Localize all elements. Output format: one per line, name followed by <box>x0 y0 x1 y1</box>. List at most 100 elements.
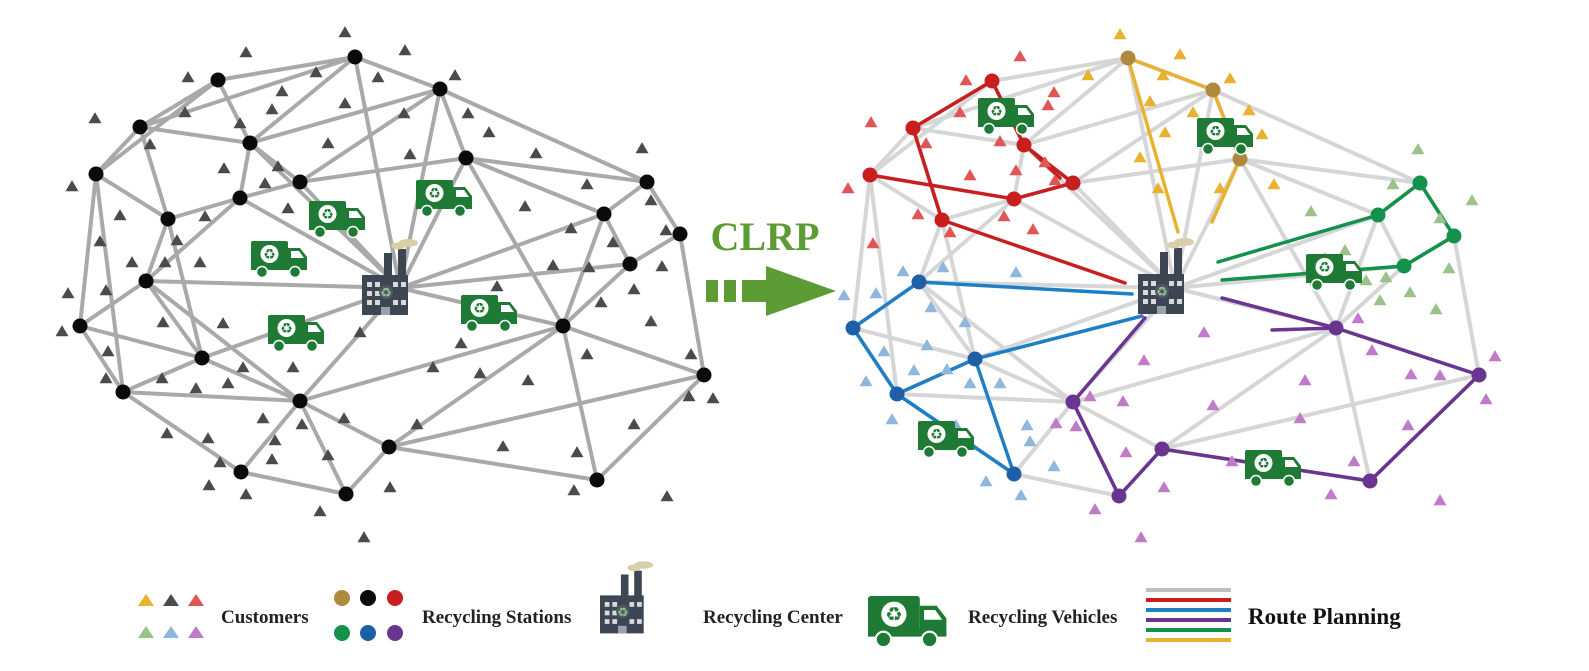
customer-triangle-icon <box>963 169 977 181</box>
customer-triangle-icon <box>684 348 698 360</box>
customer-triangle-icon <box>877 345 891 357</box>
recycling-station-node-icon <box>210 72 226 88</box>
customer-triangle-icon <box>841 182 855 194</box>
network-edge <box>1211 88 1422 185</box>
customer-triangle-icon <box>321 449 335 461</box>
customer-triangle-icon <box>88 112 102 124</box>
customer-triangle-icon <box>258 177 272 189</box>
customer-triangle-icon <box>529 147 543 159</box>
recycling-station-node-icon <box>115 384 131 400</box>
customer-triangle-icon <box>521 374 535 386</box>
customer-triangle-icon <box>1113 28 1127 40</box>
customer-triangle-icon <box>993 135 1007 147</box>
customer-triangle-icon <box>156 316 170 328</box>
recycling-center-icon <box>600 561 654 634</box>
customer-triangle-icon <box>1081 69 1095 81</box>
customer-triangle-icon <box>1293 412 1307 424</box>
customer-triangle-icon <box>61 287 75 299</box>
network-edge <box>1126 56 1177 290</box>
network-edge <box>438 87 649 184</box>
customer-triangle-icon <box>1173 48 1187 60</box>
network-edge <box>1071 181 1177 290</box>
customer-triangle-icon <box>627 418 641 430</box>
network-edge <box>917 197 1016 284</box>
recycling-truck-icon <box>866 594 948 649</box>
recycling-station-node-icon <box>160 211 176 227</box>
customer-triangle-icon <box>659 224 673 236</box>
customer-triangle-icon <box>281 202 295 214</box>
customer-triangle-icon <box>338 97 352 109</box>
customer-triangle-icon <box>1013 50 1027 62</box>
network-edge <box>144 279 402 290</box>
customer-triangle-icon <box>644 315 658 327</box>
legend-vehicles: Recycling Vehicles <box>866 594 1117 649</box>
customer-triangle-icon <box>1020 419 1034 431</box>
customer-triangle-icon <box>1401 419 1415 431</box>
network-edge <box>1012 472 1121 498</box>
network-edge <box>868 173 944 222</box>
customer-triangle-icon <box>426 361 440 373</box>
recycling-station-node-icon <box>1120 50 1136 66</box>
recycling-station-node-icon <box>622 256 638 272</box>
customer-triangle-icon <box>1186 106 1200 118</box>
recycling-station-node-icon <box>1065 394 1081 410</box>
network-edge <box>298 324 565 403</box>
recycling-station-node-icon <box>1065 175 1081 191</box>
customer-triangle-icon <box>1298 374 1312 386</box>
network-edge <box>94 172 125 394</box>
network-edge <box>561 262 632 328</box>
customer-triangle-icon <box>271 160 285 172</box>
customer-triangle-icon <box>163 594 179 606</box>
recycling-truck-icon <box>308 200 366 239</box>
recycling-station-node-icon <box>845 320 861 336</box>
customer-triangle-icon <box>265 103 279 115</box>
network-edge <box>344 445 391 496</box>
customer-triangle-icon <box>1158 126 1172 138</box>
customer-triangle-icon <box>239 46 253 58</box>
customer-triangle-icon <box>518 200 532 212</box>
network-edge <box>911 126 1026 147</box>
customer-triangle-icon <box>353 326 367 338</box>
network-edge <box>216 78 252 145</box>
network-edge <box>645 180 682 236</box>
recycling-station-node-icon <box>1446 228 1462 244</box>
network-edge <box>121 390 243 474</box>
recycling-station-node-icon <box>242 135 258 151</box>
recycling-station-node-icon <box>387 625 403 641</box>
network-edge <box>238 180 302 200</box>
recycling-station-node-icon <box>1016 137 1032 153</box>
recycling-station-node-icon <box>889 386 905 402</box>
recycling-station-node-icon <box>696 367 712 383</box>
network-edge <box>1022 88 1215 147</box>
customer-triangle-icon <box>1242 104 1256 116</box>
customer-triangle-icon <box>454 337 468 349</box>
customer-triangle-icon <box>1255 128 1269 140</box>
customer-triangle-icon <box>99 284 113 296</box>
customer-triangle-icon <box>217 162 231 174</box>
network-edge <box>387 445 599 482</box>
recycling-station-node-icon <box>138 273 154 289</box>
customer-triangle-icon <box>55 325 69 337</box>
network-edge <box>868 173 899 396</box>
recycling-station-node-icon <box>1232 151 1248 167</box>
recycling-station-node-icon <box>360 590 376 606</box>
recycling-station-node-icon <box>334 590 350 606</box>
customer-triangle-icon <box>1041 99 1055 111</box>
customer-triangle-icon <box>606 236 620 248</box>
network-edge <box>1071 157 1242 185</box>
customer-triangle-icon <box>1442 262 1456 274</box>
customer-triangle-icon <box>1047 86 1061 98</box>
customer-triangle-icon <box>907 364 921 376</box>
customer-triangle-icon <box>1411 143 1425 155</box>
network-edge <box>248 87 442 145</box>
recycling-station-node-icon <box>334 625 350 641</box>
customer-triangle-icon <box>1347 455 1361 467</box>
network-edge <box>464 156 649 184</box>
network-edge <box>144 279 204 360</box>
legend-vehicles-label: Recycling Vehicles <box>968 607 1117 628</box>
customer-triangle-icon <box>160 427 174 439</box>
customer-triangle-icon <box>239 488 253 500</box>
legend-routes: Route Planning <box>1146 588 1401 642</box>
customer-triangle-icon <box>993 377 1007 389</box>
network-edge <box>602 180 649 216</box>
